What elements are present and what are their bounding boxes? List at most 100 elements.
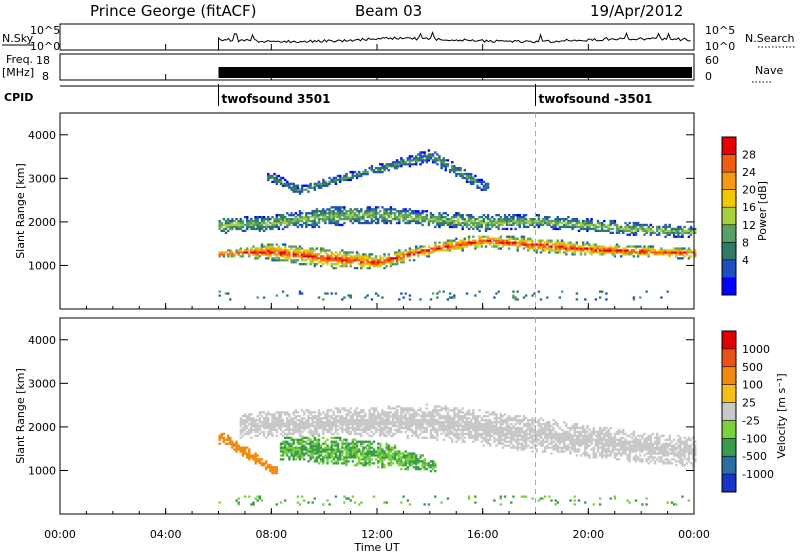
heatmap-cell <box>243 424 247 428</box>
heatmap-cell <box>400 464 403 467</box>
heatmap-cell <box>303 444 306 447</box>
heatmap-cell <box>284 411 287 414</box>
heatmap-cell <box>250 219 253 223</box>
heatmap-cell <box>379 413 382 416</box>
heatmap-cell <box>556 243 559 246</box>
heatmap-cell <box>360 259 363 262</box>
heatmap-cell <box>467 180 471 183</box>
heatmap-cell <box>398 426 401 430</box>
heatmap-cell <box>391 419 395 422</box>
heatmap-cell <box>311 448 314 451</box>
heatmap-cell <box>322 462 325 465</box>
heatmap-cell <box>624 229 627 232</box>
heatmap-cell <box>537 442 540 445</box>
heatmap-cell <box>313 460 316 463</box>
heatmap-cell <box>269 245 272 248</box>
heatmap-cell <box>355 452 359 455</box>
heatmap-cell <box>326 452 329 455</box>
heatmap-cell <box>254 458 257 461</box>
heatmap-cell <box>256 426 259 430</box>
heatmap-cell <box>499 440 502 443</box>
heatmap-cell <box>315 210 319 213</box>
heatmap-cell <box>461 221 464 225</box>
heatmap-cell <box>404 424 407 428</box>
heatmap-cell <box>499 219 502 223</box>
heatmap-cell <box>571 225 574 229</box>
heatmap-cell <box>510 426 513 430</box>
heatmap-cell <box>389 411 393 414</box>
heatmap-cell <box>246 456 249 459</box>
heatmap-cell <box>527 436 530 439</box>
heatmap-cell <box>345 259 348 262</box>
heatmap-cell <box>541 428 545 432</box>
heatmap-cell <box>417 218 420 221</box>
heatmap-cell <box>339 208 342 211</box>
heatmap-cell <box>448 430 452 434</box>
heatmap-cell <box>467 413 471 416</box>
heatmap-cell <box>381 257 384 260</box>
heatmap-cell <box>300 421 304 424</box>
heatmap-cell <box>379 210 382 213</box>
heatmap-cell <box>313 452 316 455</box>
heatmap-cell <box>258 426 262 430</box>
heatmap-cell <box>505 430 509 434</box>
heatmap-cell <box>489 218 492 221</box>
heatmap-cell <box>664 225 667 229</box>
heatmap-cell <box>459 409 462 412</box>
heatmap-cell <box>298 446 302 449</box>
heatmap-cell <box>353 446 357 449</box>
heatmap-cell <box>286 419 289 422</box>
heatmap-cell <box>429 466 433 469</box>
heatmap-cell <box>300 444 304 447</box>
heatmap-cell <box>347 450 350 453</box>
heatmap-cell <box>358 415 361 418</box>
heatmap-cell <box>514 227 517 231</box>
heatmap-cell <box>472 221 475 225</box>
heatmap-cell <box>290 245 293 248</box>
heatmap-cell <box>294 448 297 451</box>
heatmap-cell <box>319 448 323 451</box>
heatmap-cell <box>377 167 380 170</box>
heatmap-cell <box>362 419 365 422</box>
heatmap-cell <box>493 223 496 227</box>
heatmap-cell <box>336 424 340 428</box>
heatmap-cell <box>281 255 285 258</box>
heatmap-cell <box>370 421 374 424</box>
heatmap-cell <box>497 214 500 217</box>
heatmap-cell <box>474 495 477 498</box>
heatmap-cell <box>442 212 445 215</box>
heatmap-cell <box>336 174 340 178</box>
heatmap-cell <box>410 407 414 410</box>
heatmap-cell <box>408 426 412 430</box>
heatmap-cell <box>505 239 509 242</box>
heatmap-cell <box>527 426 530 430</box>
heatmap-cell <box>326 409 329 412</box>
heatmap-cell <box>328 426 331 430</box>
heatmap-cell <box>345 253 348 256</box>
heatmap-cell <box>233 219 236 223</box>
heatmap-cell <box>235 251 238 254</box>
heatmap-cell <box>687 255 691 258</box>
heatmap-cell <box>444 432 447 436</box>
heatmap-cell <box>406 251 409 254</box>
heatmap-cell <box>537 216 540 219</box>
heatmap-cell <box>353 208 357 211</box>
heatmap-cell <box>461 438 464 441</box>
heatmap-cell <box>417 458 420 461</box>
heatmap-cell <box>248 419 251 422</box>
heatmap-cell <box>524 428 528 432</box>
heatmap-cell <box>524 225 528 229</box>
heatmap-cell <box>539 247 543 250</box>
heatmap-cell <box>324 182 327 185</box>
heatmap-cell <box>326 255 329 258</box>
heatmap-cell <box>355 267 359 270</box>
heatmap-cell <box>336 456 340 459</box>
heatmap-cell <box>594 247 598 250</box>
heatmap-cell <box>379 452 382 455</box>
heatmap-cell <box>222 436 226 439</box>
heatmap-cell <box>636 253 640 256</box>
heatmap-cell <box>372 263 376 266</box>
heatmap-cell <box>461 411 464 414</box>
heatmap-cell <box>237 221 240 225</box>
heatmap-cell <box>360 263 363 266</box>
